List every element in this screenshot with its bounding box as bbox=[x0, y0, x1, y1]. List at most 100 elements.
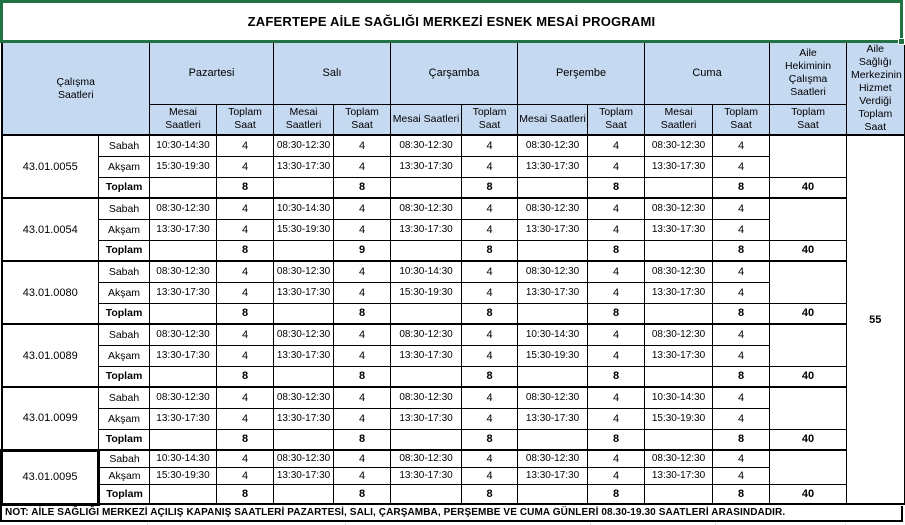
day-hours-cell[interactable]: 4 bbox=[461, 466, 519, 485]
row-label-sabah[interactable]: Sabah bbox=[98, 197, 150, 220]
day-hours-cell[interactable]: 4 bbox=[333, 281, 392, 304]
mesai-time-cell[interactable]: 13:30-17:30 bbox=[644, 466, 714, 485]
row-label-aksam[interactable]: Akşam bbox=[98, 344, 150, 367]
doctor-weekly-total-cell[interactable]: 40 bbox=[769, 365, 848, 388]
day-hours-cell[interactable]: 4 bbox=[461, 197, 519, 220]
day-hours-cell[interactable]: 4 bbox=[215, 134, 275, 157]
header-sub-mesai-pazartesi[interactable]: Mesai Saatleri bbox=[149, 103, 217, 136]
empty-mesai-cell[interactable] bbox=[149, 302, 217, 325]
day-total-cell[interactable]: 8 bbox=[215, 365, 275, 388]
day-total-cell[interactable]: 8 bbox=[712, 302, 771, 325]
mesai-time-cell[interactable]: 10:30-14:30 bbox=[644, 386, 714, 409]
header-sub-toplam-cuma[interactable]: Toplam Saat bbox=[712, 103, 771, 136]
header-center-total[interactable]: Aile Sağlığı Merkezinin Hizmet Verdiği T… bbox=[846, 43, 905, 136]
mesai-time-cell[interactable]: 13:30-17:30 bbox=[517, 218, 589, 241]
day-hours-cell[interactable]: 4 bbox=[333, 197, 392, 220]
mesai-time-cell[interactable]: 10:30-14:30 bbox=[517, 323, 589, 346]
day-hours-cell[interactable]: 4 bbox=[215, 344, 275, 367]
day-hours-cell[interactable]: 4 bbox=[333, 155, 392, 178]
mesai-time-cell[interactable]: 13:30-17:30 bbox=[149, 218, 217, 241]
header-day-pazartesi[interactable]: Pazartesi bbox=[148, 43, 275, 105]
mesai-time-cell[interactable]: 13:30-17:30 bbox=[390, 155, 463, 178]
row-label-toplam[interactable]: Toplam bbox=[98, 239, 150, 262]
day-total-cell[interactable]: 8 bbox=[461, 483, 519, 505]
header-day-cuma[interactable]: Cuma bbox=[644, 43, 771, 105]
header-doctor-sub-toplam[interactable]: Toplam Saat bbox=[769, 103, 848, 136]
day-hours-cell[interactable]: 4 bbox=[587, 449, 646, 468]
center-total-cell[interactable]: 55 bbox=[846, 134, 905, 505]
header-sub-mesai-cuma[interactable]: Mesai Saatleri bbox=[644, 103, 714, 136]
doctor-hours-cell[interactable] bbox=[769, 260, 848, 304]
day-total-cell[interactable]: 8 bbox=[712, 239, 771, 262]
day-hours-cell[interactable]: 4 bbox=[712, 386, 771, 409]
doctor-hours-cell[interactable] bbox=[769, 323, 848, 367]
day-hours-cell[interactable]: 4 bbox=[587, 344, 646, 367]
empty-mesai-cell[interactable] bbox=[273, 239, 335, 262]
empty-mesai-cell[interactable] bbox=[149, 483, 217, 505]
empty-mesai-cell[interactable] bbox=[644, 365, 714, 388]
day-total-cell[interactable]: 8 bbox=[333, 483, 392, 505]
day-total-cell[interactable]: 8 bbox=[461, 302, 519, 325]
row-label-aksam[interactable]: Akşam bbox=[98, 407, 150, 430]
row-label-sabah[interactable]: Sabah bbox=[98, 449, 150, 468]
mesai-time-cell[interactable]: 08:30-12:30 bbox=[644, 197, 714, 220]
doctor-hours-cell[interactable] bbox=[769, 386, 848, 430]
day-total-cell[interactable]: 8 bbox=[333, 302, 392, 325]
mesai-time-cell[interactable]: 13:30-17:30 bbox=[390, 407, 463, 430]
mesai-time-cell[interactable]: 13:30-17:30 bbox=[273, 344, 335, 367]
mesai-time-cell[interactable]: 13:30-17:30 bbox=[390, 344, 463, 367]
mesai-time-cell[interactable]: 10:30-14:30 bbox=[149, 134, 217, 157]
day-hours-cell[interactable]: 4 bbox=[461, 449, 519, 468]
empty-mesai-cell[interactable] bbox=[644, 483, 714, 505]
day-hours-cell[interactable]: 4 bbox=[333, 344, 392, 367]
header-sub-toplam-persembe[interactable]: Toplam Saat bbox=[587, 103, 646, 136]
code-cell[interactable]: 43.01.0080 bbox=[1, 260, 99, 325]
row-label-toplam[interactable]: Toplam bbox=[98, 176, 150, 199]
code-cell[interactable]: 43.01.0055 bbox=[1, 134, 99, 199]
mesai-time-cell[interactable]: 13:30-17:30 bbox=[517, 407, 589, 430]
header-doctor-hours[interactable]: Aile Hekiminin Çalışma Saatleri bbox=[769, 43, 848, 105]
mesai-time-cell[interactable]: 13:30-17:30 bbox=[517, 281, 589, 304]
day-total-cell[interactable]: 8 bbox=[587, 365, 646, 388]
day-hours-cell[interactable]: 4 bbox=[587, 197, 646, 220]
day-hours-cell[interactable]: 4 bbox=[587, 218, 646, 241]
mesai-time-cell[interactable]: 13:30-17:30 bbox=[390, 466, 463, 485]
day-hours-cell[interactable]: 4 bbox=[333, 134, 392, 157]
header-day-persembe[interactable]: Perşembe bbox=[517, 43, 646, 105]
mesai-time-cell[interactable]: 08:30-12:30 bbox=[644, 323, 714, 346]
mesai-time-cell[interactable]: 10:30-14:30 bbox=[149, 449, 217, 468]
header-sub-mesai-carsamba[interactable]: Mesai Saatleri bbox=[390, 103, 463, 136]
mesai-time-cell[interactable]: 13:30-17:30 bbox=[517, 466, 589, 485]
empty-mesai-cell[interactable] bbox=[273, 176, 335, 199]
day-hours-cell[interactable]: 4 bbox=[461, 155, 519, 178]
empty-mesai-cell[interactable] bbox=[149, 365, 217, 388]
mesai-time-cell[interactable]: 08:30-12:30 bbox=[149, 260, 217, 283]
row-label-aksam[interactable]: Akşam bbox=[98, 466, 150, 485]
mesai-time-cell[interactable]: 08:30-12:30 bbox=[517, 134, 589, 157]
day-hours-cell[interactable]: 4 bbox=[215, 260, 275, 283]
day-hours-cell[interactable]: 4 bbox=[587, 407, 646, 430]
mesai-time-cell[interactable]: 10:30-14:30 bbox=[390, 260, 463, 283]
mesai-time-cell[interactable]: 13:30-17:30 bbox=[273, 155, 335, 178]
mesai-time-cell[interactable]: 13:30-17:30 bbox=[273, 281, 335, 304]
day-total-cell[interactable]: 8 bbox=[712, 428, 771, 451]
mesai-time-cell[interactable]: 08:30-12:30 bbox=[390, 449, 463, 468]
day-hours-cell[interactable]: 4 bbox=[712, 155, 771, 178]
day-total-cell[interactable]: 8 bbox=[587, 239, 646, 262]
mesai-time-cell[interactable]: 08:30-12:30 bbox=[517, 260, 589, 283]
empty-mesai-cell[interactable] bbox=[273, 483, 335, 505]
mesai-time-cell[interactable]: 13:30-17:30 bbox=[149, 344, 217, 367]
empty-mesai-cell[interactable] bbox=[390, 239, 463, 262]
day-total-cell[interactable]: 8 bbox=[333, 365, 392, 388]
header-sub-mesai-sali[interactable]: Mesai Saatleri bbox=[273, 103, 335, 136]
mesai-time-cell[interactable]: 15:30-19:30 bbox=[149, 466, 217, 485]
day-hours-cell[interactable]: 4 bbox=[215, 386, 275, 409]
empty-mesai-cell[interactable] bbox=[644, 176, 714, 199]
day-hours-cell[interactable]: 4 bbox=[461, 134, 519, 157]
header-calisma-saatleri[interactable]: Çalışma Saatleri bbox=[1, 43, 150, 136]
day-total-cell[interactable]: 8 bbox=[215, 239, 275, 262]
mesai-time-cell[interactable]: 13:30-17:30 bbox=[644, 155, 714, 178]
day-hours-cell[interactable]: 4 bbox=[712, 449, 771, 468]
day-hours-cell[interactable]: 4 bbox=[587, 323, 646, 346]
day-total-cell[interactable]: 8 bbox=[215, 302, 275, 325]
